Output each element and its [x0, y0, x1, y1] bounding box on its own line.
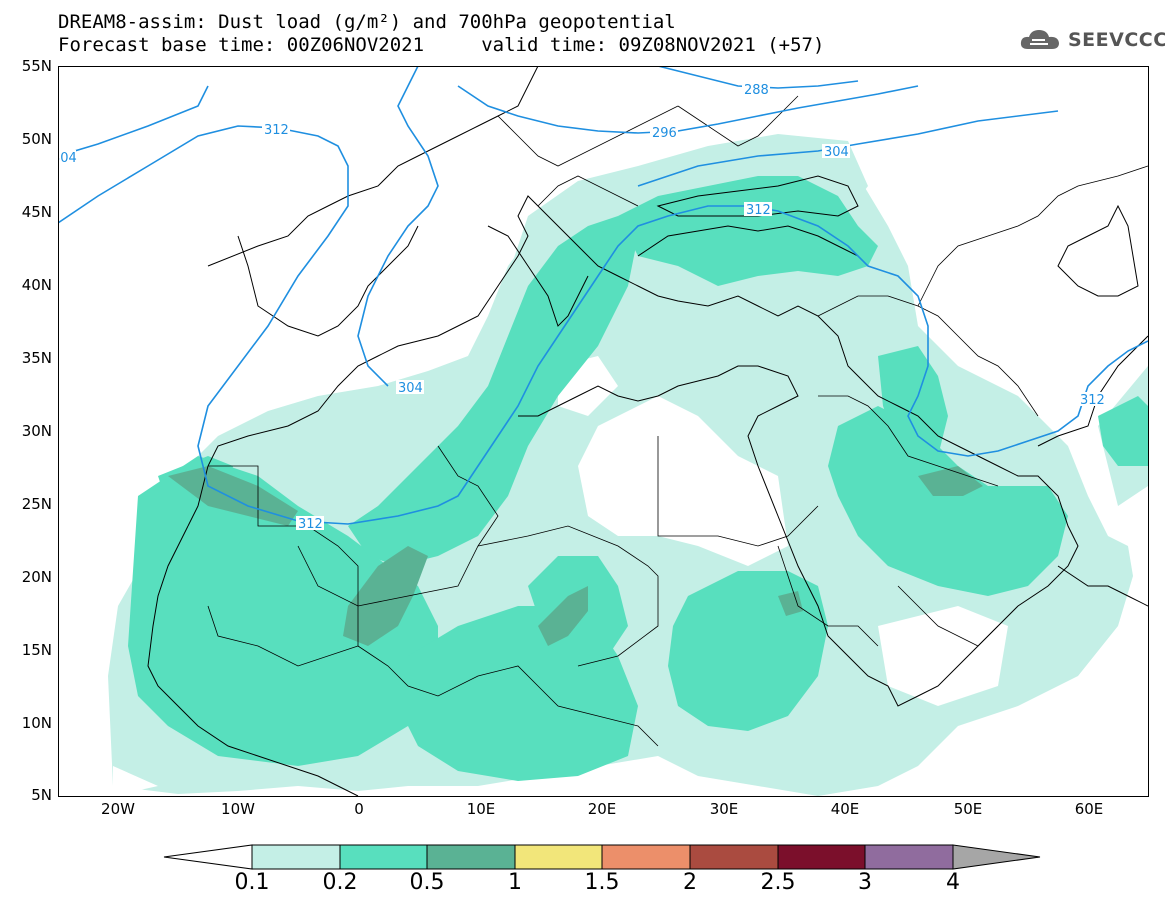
- cloud-icon: [1020, 30, 1059, 49]
- colorbar: [163, 844, 1041, 870]
- contour-label-312-d: 312: [1080, 393, 1105, 408]
- colorbar-bin-1.5-2: [601, 844, 691, 870]
- contour-label-304-a: 304: [398, 381, 423, 396]
- contour-label-304-c: 304: [58, 151, 77, 166]
- lat-label-55n: 55N: [21, 57, 52, 75]
- lat-label-25n: 25N: [21, 495, 52, 513]
- lon-label-10w: 10W: [221, 800, 255, 818]
- contour-label-312-b: 312: [746, 203, 771, 218]
- lat-label-35n: 35N: [21, 349, 52, 367]
- colorbar-over-arrow: [952, 844, 1041, 870]
- dust-heavy-chad: [538, 586, 588, 646]
- lat-label-30n: 30N: [21, 422, 52, 440]
- colorbar-label-2.5: 2.5: [760, 870, 796, 895]
- dust-map: 312 304 296 288 304 312 312 304 312: [58, 66, 1148, 796]
- colorbar-bin-2-2.5: [689, 844, 779, 870]
- clear-med-west: [328, 281, 468, 366]
- lat-label-45n: 45N: [21, 203, 52, 221]
- lat-label-50n: 50N: [21, 130, 52, 148]
- lat-label-5n: 5N: [31, 786, 52, 804]
- colorbar-label-1.5: 1.5: [584, 870, 620, 895]
- contour-312-west: [58, 125, 1148, 525]
- clear-iberia: [218, 266, 358, 376]
- contour-label-296: 296: [652, 126, 677, 141]
- lon-label-30e: 30E: [709, 800, 739, 818]
- contour-label-312-a: 312: [264, 123, 289, 138]
- colorbar-bin-2.5-3: [777, 844, 866, 870]
- contour-label-312-c: 312: [298, 517, 323, 532]
- dust-medium-turkey-black-sea: [618, 176, 878, 286]
- colorbar-bin-0.1-0.2: [251, 844, 341, 870]
- contour-label-288: 288: [744, 83, 769, 98]
- contour-304: [58, 85, 209, 157]
- colorbar-label-4: 4: [946, 870, 960, 895]
- colorbar-bin-1-1.5: [514, 844, 603, 870]
- colorbar-label-0.5: 0.5: [409, 870, 445, 895]
- lon-label-50e: 50E: [953, 800, 983, 818]
- dust-heavy-sudan: [778, 591, 803, 616]
- dust-heavy-gulf: [918, 466, 983, 496]
- clear-sahara-east: [578, 396, 788, 566]
- logo-text: SEEVCCC: [1068, 29, 1165, 51]
- colorbar-bin-0.2-0.5: [339, 844, 428, 870]
- contour-labels: 312 304 296 288 304 312 312 304 312: [58, 82, 1106, 532]
- coastlines: [147, 66, 1148, 796]
- lon-label-20w: 20W: [101, 800, 135, 818]
- colorbar-label-1: 1: [508, 870, 522, 895]
- lat-label-40n: 40N: [21, 276, 52, 294]
- dust-heavy-niger: [343, 546, 428, 646]
- seevccc-logo: SEEVCCC: [1018, 26, 1165, 54]
- lon-label-0: 0: [354, 800, 364, 818]
- contour-label-304-b: 304: [824, 145, 849, 160]
- lon-label-60e: 60E: [1074, 800, 1104, 818]
- dust-medium-band: [348, 216, 638, 566]
- lon-label-40e: 40E: [830, 800, 860, 818]
- geopotential-contours: [58, 66, 1148, 525]
- dust-medium-arabia: [828, 406, 1068, 596]
- colorbar-label-0.1: 0.1: [234, 870, 270, 895]
- lat-label-20n: 20N: [21, 568, 52, 586]
- dust-medium-iran: [1098, 396, 1148, 466]
- lon-label-20e: 20E: [587, 800, 617, 818]
- clear-arabia-sw: [878, 606, 1008, 706]
- colorbar-under-arrow: [163, 844, 253, 870]
- clear-areas: [113, 266, 1008, 796]
- colorbar-label-3: 3: [858, 870, 872, 895]
- colorbar-bin-3-4: [864, 844, 954, 870]
- contour-296: [457, 85, 919, 134]
- title-line-1: DREAM8-assim: Dust load (g/m²) and 700hP…: [58, 11, 676, 33]
- lat-label-10n: 10N: [21, 714, 52, 732]
- dust-medium-sahel-west: [128, 456, 438, 766]
- colorbar-label-2: 2: [683, 870, 697, 895]
- clear-atlantic-south: [113, 766, 158, 796]
- colorbar-label-0.2: 0.2: [322, 870, 358, 895]
- lat-label-15n: 15N: [21, 641, 52, 659]
- contour-304-mid: [357, 66, 439, 387]
- title-line-2: Forecast base time: 00Z06NOV2021 valid t…: [58, 34, 825, 56]
- lon-label-10e: 10E: [466, 800, 496, 818]
- colorbar-bin-0.5-1: [426, 844, 516, 870]
